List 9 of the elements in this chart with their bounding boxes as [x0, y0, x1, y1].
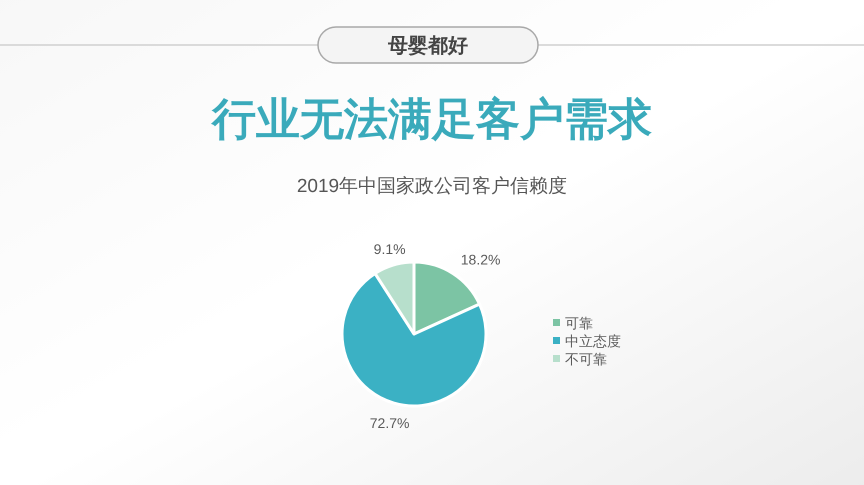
chart-title: 行业无法满足客户需求	[210, 95, 652, 144]
legend-label: 中立态度	[565, 333, 621, 349]
label: 9.1%	[374, 241, 406, 258]
chart-subtitle: 2019年中国家政公司客户信赖度	[296, 175, 568, 197]
legend-label: 不可靠	[565, 351, 607, 367]
legend-label: 可靠	[565, 315, 593, 331]
label: 72.7%	[370, 414, 410, 431]
text: 母婴都好	[387, 35, 468, 57]
label: 18.2%	[460, 251, 500, 268]
